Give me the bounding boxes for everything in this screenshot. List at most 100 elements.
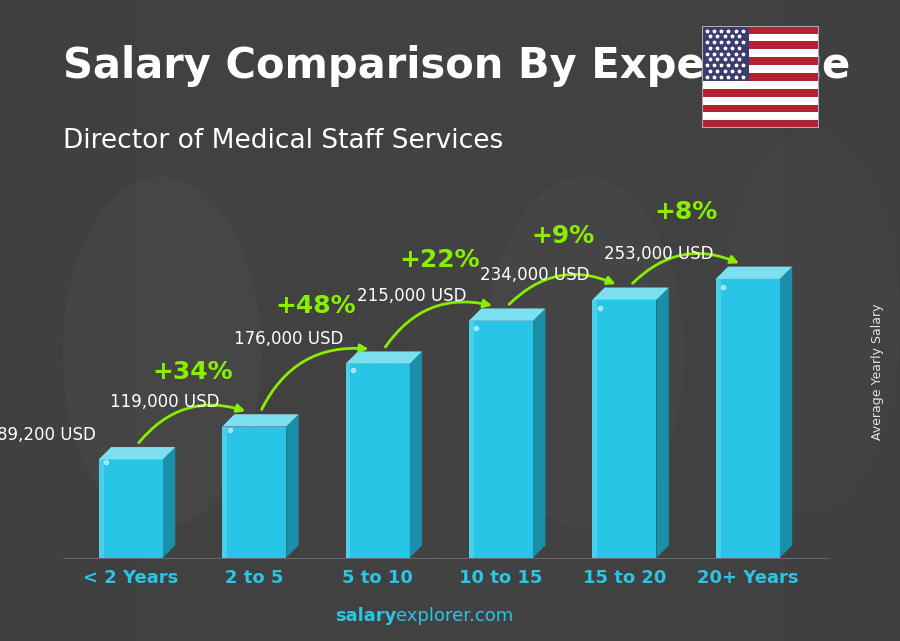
Polygon shape <box>222 426 286 558</box>
Bar <box>702 97 819 104</box>
Polygon shape <box>469 320 474 558</box>
FancyArrowPatch shape <box>385 300 489 347</box>
Bar <box>184 0 207 641</box>
Text: 253,000 USD: 253,000 USD <box>604 246 713 263</box>
Text: Salary Comparison By Experience: Salary Comparison By Experience <box>63 45 850 87</box>
Polygon shape <box>592 300 598 558</box>
Ellipse shape <box>63 176 261 529</box>
Text: 119,000 USD: 119,000 USD <box>110 393 220 411</box>
Bar <box>761 0 784 641</box>
Bar <box>161 0 184 641</box>
Bar <box>369 0 392 641</box>
Text: Average Yearly Salary: Average Yearly Salary <box>871 304 884 440</box>
Bar <box>531 0 554 641</box>
Bar <box>416 0 438 641</box>
Bar <box>438 0 461 641</box>
Bar <box>854 0 877 641</box>
Polygon shape <box>163 447 176 558</box>
Polygon shape <box>286 414 299 558</box>
Bar <box>702 26 749 81</box>
Bar <box>807 0 830 641</box>
Polygon shape <box>346 363 350 558</box>
Bar <box>702 65 819 73</box>
FancyArrowPatch shape <box>139 405 242 443</box>
Polygon shape <box>99 460 104 558</box>
Bar <box>0 0 22 641</box>
Bar <box>392 0 415 641</box>
Bar <box>254 0 276 641</box>
Bar <box>702 26 819 33</box>
Bar <box>23 0 46 641</box>
FancyArrowPatch shape <box>262 345 365 410</box>
Ellipse shape <box>720 128 900 513</box>
Bar <box>702 73 819 81</box>
Bar <box>702 49 819 57</box>
Bar <box>623 0 645 641</box>
Bar <box>702 121 819 128</box>
Polygon shape <box>346 351 422 363</box>
Polygon shape <box>716 267 792 279</box>
Text: +34%: +34% <box>152 360 233 385</box>
Bar <box>702 57 819 65</box>
Bar <box>208 0 230 641</box>
Bar <box>554 0 576 641</box>
Polygon shape <box>222 414 299 426</box>
Polygon shape <box>346 363 410 558</box>
Bar <box>716 0 738 641</box>
Bar <box>69 0 92 641</box>
Text: +8%: +8% <box>654 199 717 224</box>
Bar <box>670 0 692 641</box>
Text: explorer.com: explorer.com <box>396 607 513 625</box>
Bar <box>277 0 300 641</box>
Bar <box>300 0 322 641</box>
Bar <box>323 0 346 641</box>
Bar <box>702 81 819 88</box>
Polygon shape <box>99 447 176 460</box>
Text: Director of Medical Staff Services: Director of Medical Staff Services <box>63 128 503 154</box>
Polygon shape <box>99 460 163 558</box>
Bar <box>702 88 819 97</box>
Polygon shape <box>533 308 545 558</box>
Text: 176,000 USD: 176,000 USD <box>234 330 343 348</box>
Text: salary: salary <box>335 607 396 625</box>
FancyArrowPatch shape <box>509 274 613 304</box>
Bar <box>877 0 899 641</box>
Bar <box>739 0 761 641</box>
Text: +22%: +22% <box>399 248 480 272</box>
Text: +9%: +9% <box>531 224 594 248</box>
Bar <box>577 0 599 641</box>
Polygon shape <box>592 300 656 558</box>
Bar <box>93 0 115 641</box>
Bar <box>702 42 819 49</box>
Bar <box>508 0 530 641</box>
Bar <box>115 0 138 641</box>
Polygon shape <box>222 426 227 558</box>
Polygon shape <box>716 279 721 558</box>
Bar <box>484 0 507 641</box>
Bar <box>346 0 369 641</box>
Polygon shape <box>780 267 792 558</box>
Text: 89,200 USD: 89,200 USD <box>0 426 96 444</box>
Text: 215,000 USD: 215,000 USD <box>357 287 466 305</box>
Bar <box>702 104 819 112</box>
Polygon shape <box>716 279 780 558</box>
Polygon shape <box>656 288 669 558</box>
FancyArrowPatch shape <box>633 253 736 283</box>
Polygon shape <box>469 308 545 320</box>
Bar <box>600 0 623 641</box>
Polygon shape <box>410 351 422 558</box>
Bar <box>646 0 669 641</box>
Ellipse shape <box>486 176 684 529</box>
Bar <box>462 0 484 641</box>
Bar <box>702 33 819 42</box>
Bar <box>831 0 853 641</box>
Text: +48%: +48% <box>275 294 356 319</box>
Bar <box>702 112 819 121</box>
Bar <box>46 0 68 641</box>
Polygon shape <box>469 320 533 558</box>
FancyBboxPatch shape <box>699 24 822 130</box>
Bar <box>785 0 807 641</box>
Bar <box>139 0 161 641</box>
Bar <box>230 0 253 641</box>
Bar <box>692 0 715 641</box>
